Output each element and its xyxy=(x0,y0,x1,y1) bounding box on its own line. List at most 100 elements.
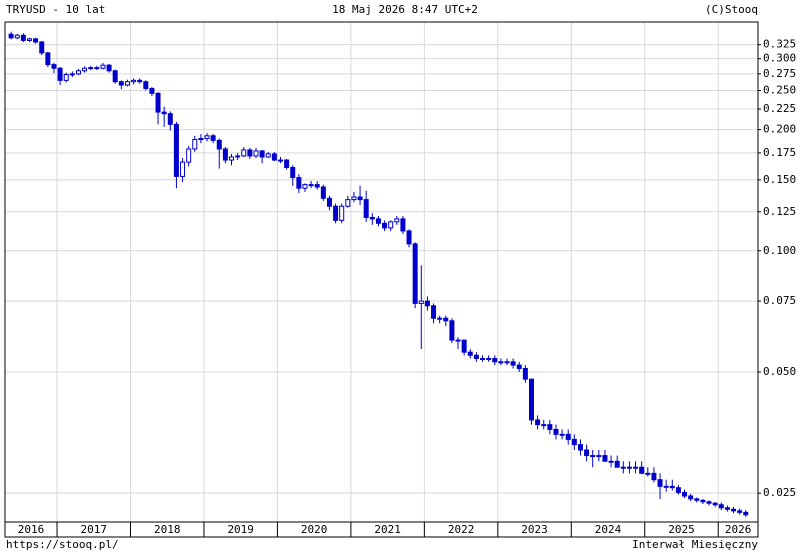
candle-body-down xyxy=(669,485,675,489)
y-tick-label: 0.200 xyxy=(763,123,796,136)
candle-body-down xyxy=(504,361,510,364)
candle-body-down xyxy=(516,364,522,370)
candle-body-down xyxy=(94,67,100,70)
candle-body-up xyxy=(88,67,94,70)
y-tick-label: 0.275 xyxy=(763,67,796,80)
candle-body-down xyxy=(522,368,528,380)
candle-body-down xyxy=(431,305,437,319)
candle-body-down xyxy=(8,33,14,39)
candle-body-down xyxy=(277,159,283,162)
candle-body-down xyxy=(112,70,118,83)
candle-body-up xyxy=(302,184,308,189)
candle-body-down xyxy=(675,487,681,493)
candle-body-down xyxy=(173,123,179,177)
candle-body-down xyxy=(363,199,369,218)
candle-body-down xyxy=(559,433,565,436)
candle-body-down xyxy=(731,508,737,512)
plot-frame xyxy=(4,21,759,538)
candle-body-up xyxy=(192,138,198,150)
grid xyxy=(5,22,758,522)
candle-body-down xyxy=(39,41,45,54)
candle-body-down xyxy=(706,501,712,504)
x-tick-label: 2022 xyxy=(448,523,475,536)
candle-body-down xyxy=(210,135,216,141)
candle-body-down xyxy=(20,34,26,41)
candle-body-up xyxy=(394,218,400,223)
candle-body-down xyxy=(651,472,657,481)
candle-body-down xyxy=(400,218,406,232)
candle-body-up xyxy=(235,155,241,158)
candle-body-down xyxy=(106,64,112,72)
candle-body-down xyxy=(461,339,467,353)
x-tick-label: 2017 xyxy=(81,523,108,536)
candle-body-down xyxy=(149,87,155,94)
candle-body-down xyxy=(259,150,265,158)
candle-body-up xyxy=(351,196,357,201)
y-tick-label: 0.025 xyxy=(763,486,796,499)
candle-body-down xyxy=(382,222,388,229)
candle-body-down xyxy=(118,81,124,86)
candle-body-down xyxy=(143,81,149,89)
x-tick-label: 2024 xyxy=(595,523,622,536)
candle-body-down xyxy=(271,153,277,161)
candle-body-up xyxy=(63,74,69,81)
y-tick-label: 0.300 xyxy=(763,52,796,65)
y-tick-label: 0.125 xyxy=(763,205,796,218)
candle-body-down xyxy=(33,38,39,43)
candle-body-up xyxy=(82,67,88,72)
candle-body-up xyxy=(180,161,186,177)
candle-body-down xyxy=(590,455,596,458)
candle-body-down xyxy=(565,433,571,440)
candle-body-down xyxy=(296,177,302,189)
candle-body-down xyxy=(620,466,626,469)
candle-body-down xyxy=(284,159,290,168)
candle-body-down xyxy=(455,339,461,342)
candle-body-down xyxy=(473,354,479,360)
candle-body-up xyxy=(198,138,204,141)
candle-body-down xyxy=(357,196,363,201)
candle-body-down xyxy=(222,148,228,161)
candle-body-down xyxy=(608,460,614,463)
candle-body-down xyxy=(437,317,443,320)
source-url: https://stooq.pl/ xyxy=(6,538,119,551)
candle-body-down xyxy=(718,504,724,509)
candle-body-down xyxy=(480,358,486,361)
candle-body-down xyxy=(167,113,173,125)
candle-body-down xyxy=(657,479,663,487)
candle-body-down xyxy=(694,498,700,501)
candle-body-down xyxy=(137,79,143,83)
candle-body-down xyxy=(45,52,51,66)
candle-body-down xyxy=(712,502,718,506)
candle-body-down xyxy=(467,351,473,356)
candle-body-down xyxy=(663,485,669,488)
candle-body-up xyxy=(14,34,20,39)
candle-body-down xyxy=(492,358,498,363)
candle-body-up xyxy=(345,199,351,207)
candle-body-down xyxy=(290,166,296,179)
y-tick-label: 0.250 xyxy=(763,84,796,97)
candle-body-up xyxy=(265,153,271,158)
candle-body-up xyxy=(339,205,345,221)
y-tick-label: 0.050 xyxy=(763,365,796,378)
candles xyxy=(8,31,749,518)
candle-body-down xyxy=(700,499,706,503)
y-tick-label: 0.075 xyxy=(763,294,796,307)
candle-body-down xyxy=(547,424,553,430)
candle-body-down xyxy=(57,67,63,81)
candle-body-down xyxy=(596,455,602,458)
x-tick-label: 2020 xyxy=(301,523,328,536)
candle-body-down xyxy=(737,510,743,513)
candle-body-down xyxy=(375,218,381,224)
y-tick-label: 0.150 xyxy=(763,173,796,186)
candle-body-down xyxy=(51,64,57,69)
candle-body-up xyxy=(131,79,137,83)
candle-body-down xyxy=(412,243,418,304)
x-tick-label: 2018 xyxy=(154,523,181,536)
candle-body-up xyxy=(124,81,130,86)
candle-body-down xyxy=(688,495,694,500)
candle-body-up xyxy=(186,148,192,163)
candle-body-up xyxy=(26,38,32,41)
x-tick-label: 2021 xyxy=(374,523,401,536)
